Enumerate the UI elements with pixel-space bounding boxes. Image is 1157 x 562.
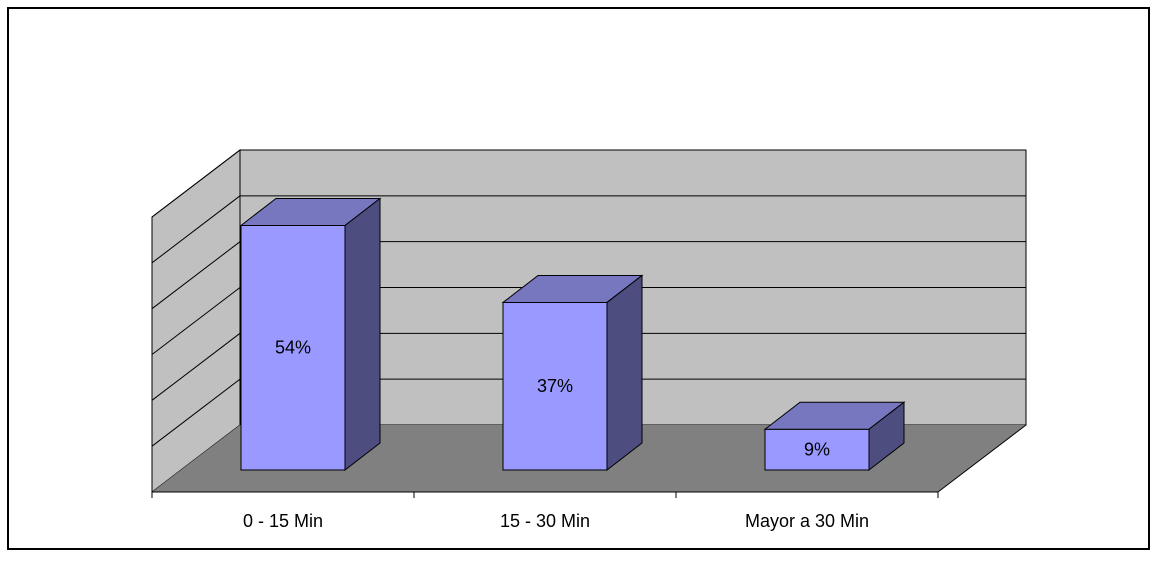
gridline-side: [151, 287, 241, 355]
x-tick-label: 15 - 30 Min: [500, 511, 590, 531]
data-label: 9%: [804, 440, 830, 460]
gridline-side: [151, 378, 241, 447]
bar-side: [606, 274, 643, 472]
bar-side: [868, 401, 905, 472]
x-tick-label: Mayor a 30 Min: [745, 511, 869, 531]
bars-group: [239, 197, 906, 472]
gridline-side: [151, 149, 241, 218]
bar-side: [344, 197, 381, 472]
x-tick-label: 0 - 15 Min: [243, 511, 323, 531]
data-label: 54%: [275, 338, 311, 358]
floor-edge-line: [937, 424, 1027, 493]
data-labels: 54% 37% 9%: [275, 338, 830, 460]
category-axis: 0 - 15 Min 15 - 30 Min Mayor a 30 Min: [151, 424, 1027, 531]
gridline-side: [151, 241, 241, 310]
gridline-side: [151, 332, 241, 401]
data-label: 37%: [537, 376, 573, 396]
gridline-side: [151, 195, 241, 264]
